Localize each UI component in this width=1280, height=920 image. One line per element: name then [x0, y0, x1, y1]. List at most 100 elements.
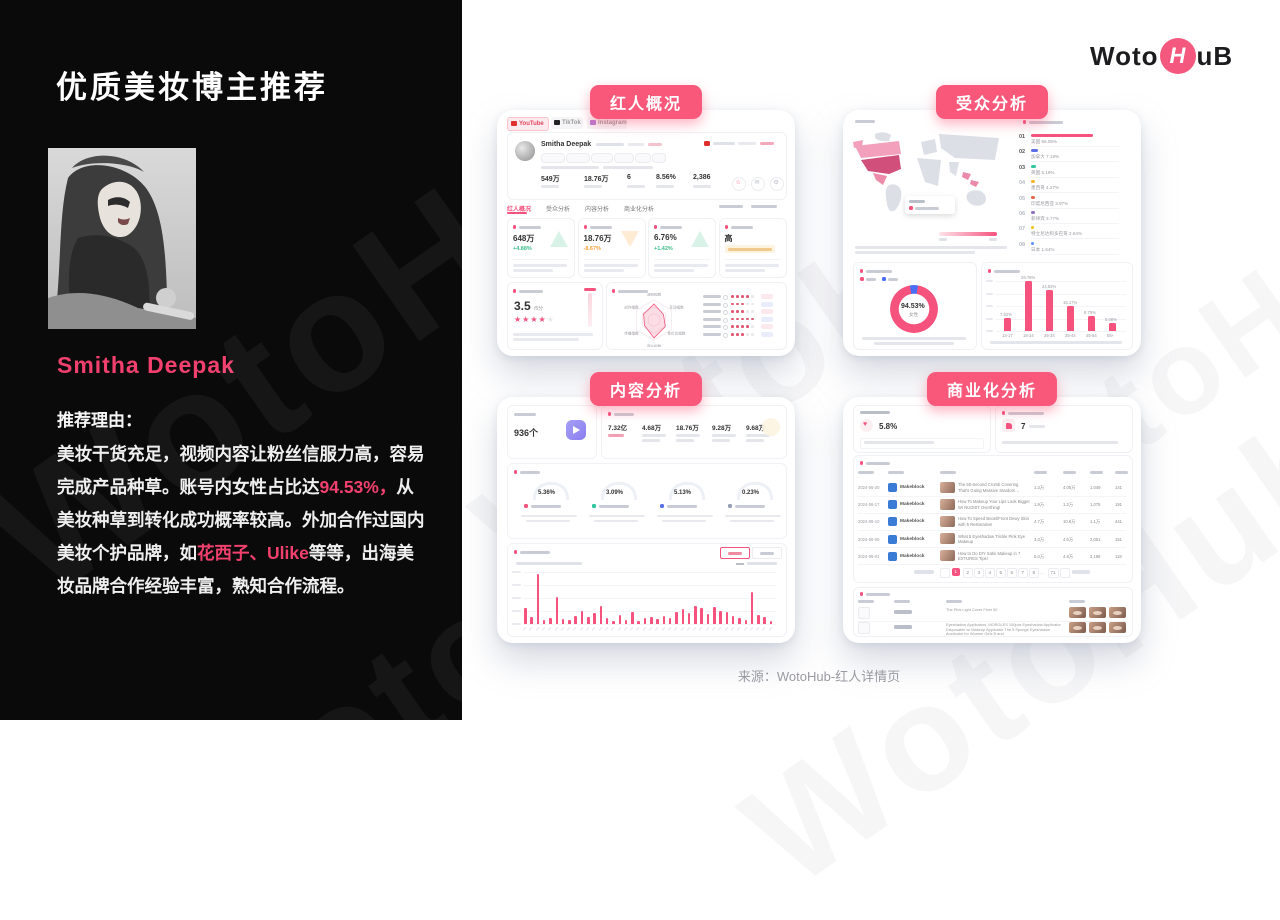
detail-nav-tab[interactable]: 红人概况 [507, 207, 532, 213]
text-placeholder [724, 264, 779, 267]
view-stat-label [676, 434, 700, 437]
radar-box: 涨粉指数 互动指数 性价比指数 商业指数 传播指数 创作指数 [606, 282, 787, 350]
score-dot [741, 302, 744, 306]
products-header-cell [894, 600, 910, 603]
rating-distribution-bar [588, 293, 592, 327]
platform-tab-youtube[interactable]: YouTube [507, 117, 549, 131]
map-tooltip [905, 196, 955, 214]
gear-icon[interactable]: ⚙ [770, 177, 784, 191]
divider [858, 620, 1126, 622]
detail-nav-tab[interactable]: 内容分析 [585, 207, 610, 213]
page-button[interactable]: 4 [985, 568, 995, 578]
recent-bar [700, 608, 703, 624]
platform-tab-instagram[interactable]: Instagram [587, 117, 627, 129]
related-video-thumb[interactable] [1069, 607, 1086, 618]
score-dot [736, 333, 739, 336]
region-rank: 05 [1019, 195, 1026, 202]
y-tick [986, 280, 993, 282]
metric-box: 18.76万 -8.67% [577, 218, 646, 278]
related-video-thumb[interactable] [1069, 622, 1086, 633]
header-stat-label [584, 185, 602, 188]
page-button[interactable]: 8 [1029, 568, 1039, 578]
coop-metric: 2,186 [1090, 553, 1101, 559]
page-button[interactable]: 5 [996, 568, 1006, 578]
blogger-name: Smitha Deepak [57, 352, 235, 378]
gauge-legend-swatch [660, 504, 664, 508]
page-button[interactable]: 7 [1018, 568, 1028, 578]
tag-glyph [1005, 422, 1012, 429]
related-video-thumb[interactable] [1109, 622, 1126, 633]
gridline [524, 572, 776, 573]
header-stat-value: 6 [627, 174, 631, 181]
badge-audience: 受众分析 [935, 85, 1049, 119]
page-title: 优质美妆博主推荐 [56, 70, 328, 105]
star-icon[interactable]: ☆ [732, 177, 746, 191]
detail-nav-tab[interactable]: 商业化分析 [624, 207, 655, 213]
age-bar [1025, 281, 1032, 331]
text-placeholder [513, 269, 553, 272]
score-dot [751, 317, 754, 321]
score-dot [736, 302, 739, 306]
region-row: 05 印度尼西亚 3.97% [1019, 194, 1131, 209]
score-badge [761, 324, 773, 330]
brand-name: Makeblock [900, 485, 925, 490]
detail-nav-tab[interactable]: 受众分析 [546, 207, 571, 213]
table-header-cell [1063, 471, 1076, 474]
toggle-engagement-button[interactable] [752, 547, 782, 559]
page-next-button[interactable] [1060, 568, 1070, 578]
section-marker [860, 592, 863, 596]
header-stat-value: 8.56% [656, 174, 676, 181]
reason-highlight: 94.53%， [319, 477, 397, 497]
text-placeholder [1002, 441, 1118, 444]
text-placeholder [1008, 412, 1044, 415]
related-video-thumb[interactable] [1089, 622, 1106, 633]
page-button[interactable]: 1 [952, 568, 960, 576]
page-button-last[interactable]: 71 [1048, 568, 1059, 578]
x-tick [749, 627, 754, 631]
text-placeholder [864, 441, 934, 444]
region-bar [1031, 241, 1034, 245]
logo-h-icon: H [1159, 38, 1196, 74]
card-audience-analysis: 受众分析 01 美国 66.05% 02 加拿大 7.19% 03 英国 5.19% 04 墨… [843, 85, 1141, 356]
score-dot [746, 325, 749, 328]
gauge-value: 5.13% [674, 490, 692, 496]
text-placeholder [746, 439, 764, 442]
page-button[interactable]: 3 [974, 568, 984, 578]
region-bar [1031, 149, 1038, 153]
page-button[interactable]: 2 [963, 568, 973, 578]
text-placeholder [513, 264, 567, 267]
related-video-thumb[interactable] [1109, 607, 1126, 618]
page-prev-button[interactable] [940, 568, 950, 578]
recent-bar [637, 620, 640, 624]
pagination: 1 2 3 4 5 6 7 8 … 71 [914, 567, 1126, 578]
text-placeholder [738, 142, 756, 145]
legend-female-swatch [860, 277, 864, 281]
video-count-value: 936个 [514, 428, 539, 438]
text-placeholder [751, 205, 777, 208]
text-placeholder [521, 515, 577, 518]
score-dot [736, 295, 739, 298]
related-video-thumb[interactable] [1089, 607, 1106, 618]
brand-name: Makeblock [900, 519, 925, 525]
region-row: 02 加拿大 7.19% [1019, 147, 1131, 163]
age-bar-category: 25-34 [1044, 333, 1055, 338]
divider [1031, 223, 1119, 224]
x-tick [743, 627, 748, 631]
promo-rate-label [860, 411, 890, 414]
coop-metric: 4.7万 [1034, 519, 1045, 525]
products-box: The Plus Light Cover Fixer 50 Eyeshadow A… [853, 587, 1133, 637]
platform-tab-tiktok[interactable]: TikTok [551, 117, 583, 129]
gauge-legend-label [599, 505, 629, 508]
page-button[interactable]: 6 [1007, 568, 1017, 578]
brand-count-value: 7 [1021, 422, 1026, 431]
svg-text:创作指数: 创作指数 [624, 305, 639, 310]
metric-value: 648万 [513, 234, 535, 243]
y-tick [512, 597, 521, 599]
toggle-views-button[interactable] [720, 547, 750, 559]
region-rank: 06 [1019, 211, 1026, 217]
svg-text:涨粉指数: 涨粉指数 [647, 293, 662, 297]
age-bar-value: 15.17% [1063, 299, 1078, 305]
mail-icon[interactable]: ✉ [751, 177, 765, 191]
coop-metric: 441 [1115, 519, 1122, 525]
recent-bar [631, 611, 634, 624]
